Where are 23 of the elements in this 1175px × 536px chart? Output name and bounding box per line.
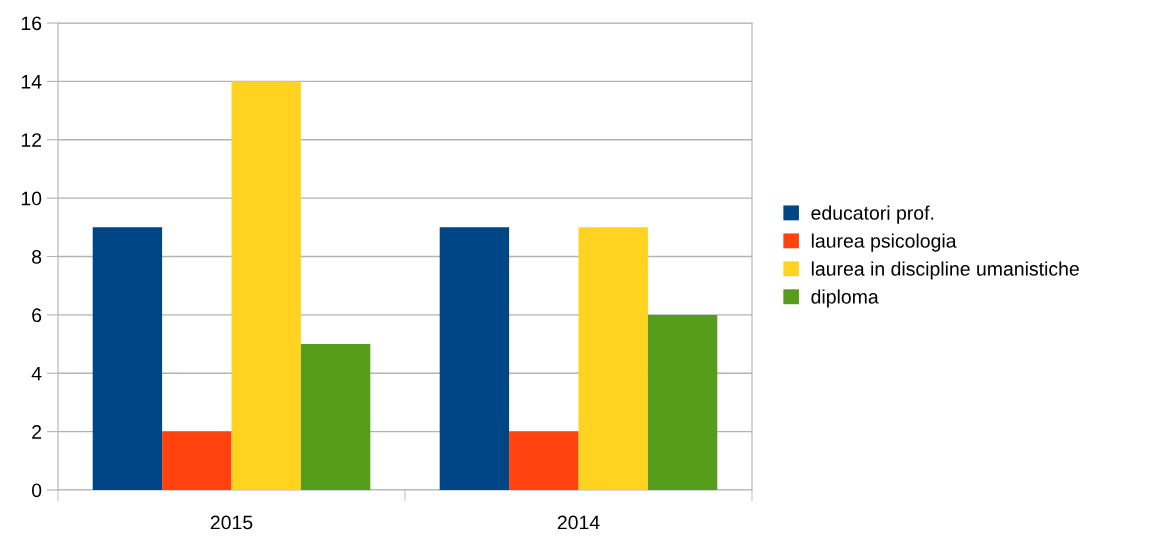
- bar: [578, 227, 648, 490]
- bar: [300, 344, 371, 490]
- bar: [509, 431, 579, 490]
- bar: [439, 227, 510, 490]
- y-tick-label: 12: [21, 133, 42, 147]
- y-tick-label: 4: [31, 366, 42, 381]
- legend-label: laurea psicologia: [811, 233, 957, 252]
- bar: [231, 81, 301, 490]
- y-tick-label: 0: [31, 483, 42, 498]
- y-tick-label: 10: [21, 191, 42, 206]
- y-tick-label: 2: [32, 425, 42, 439]
- y-tick-label: 16: [21, 16, 42, 31]
- legend-label: laurea in discipline umanistiche: [811, 261, 1079, 280]
- y-tick-label: 8: [32, 249, 42, 264]
- bar: [92, 227, 163, 490]
- x-tick-label: 2014: [557, 515, 600, 530]
- legend-label: diploma: [811, 289, 879, 308]
- bar: [162, 431, 232, 490]
- y-tick-label: 6: [32, 308, 42, 323]
- y-tick-label: 14: [21, 75, 42, 89]
- x-tick-label: 2015: [210, 515, 253, 530]
- legend-label: educatori prof.: [811, 205, 934, 224]
- bar: [647, 314, 718, 490]
